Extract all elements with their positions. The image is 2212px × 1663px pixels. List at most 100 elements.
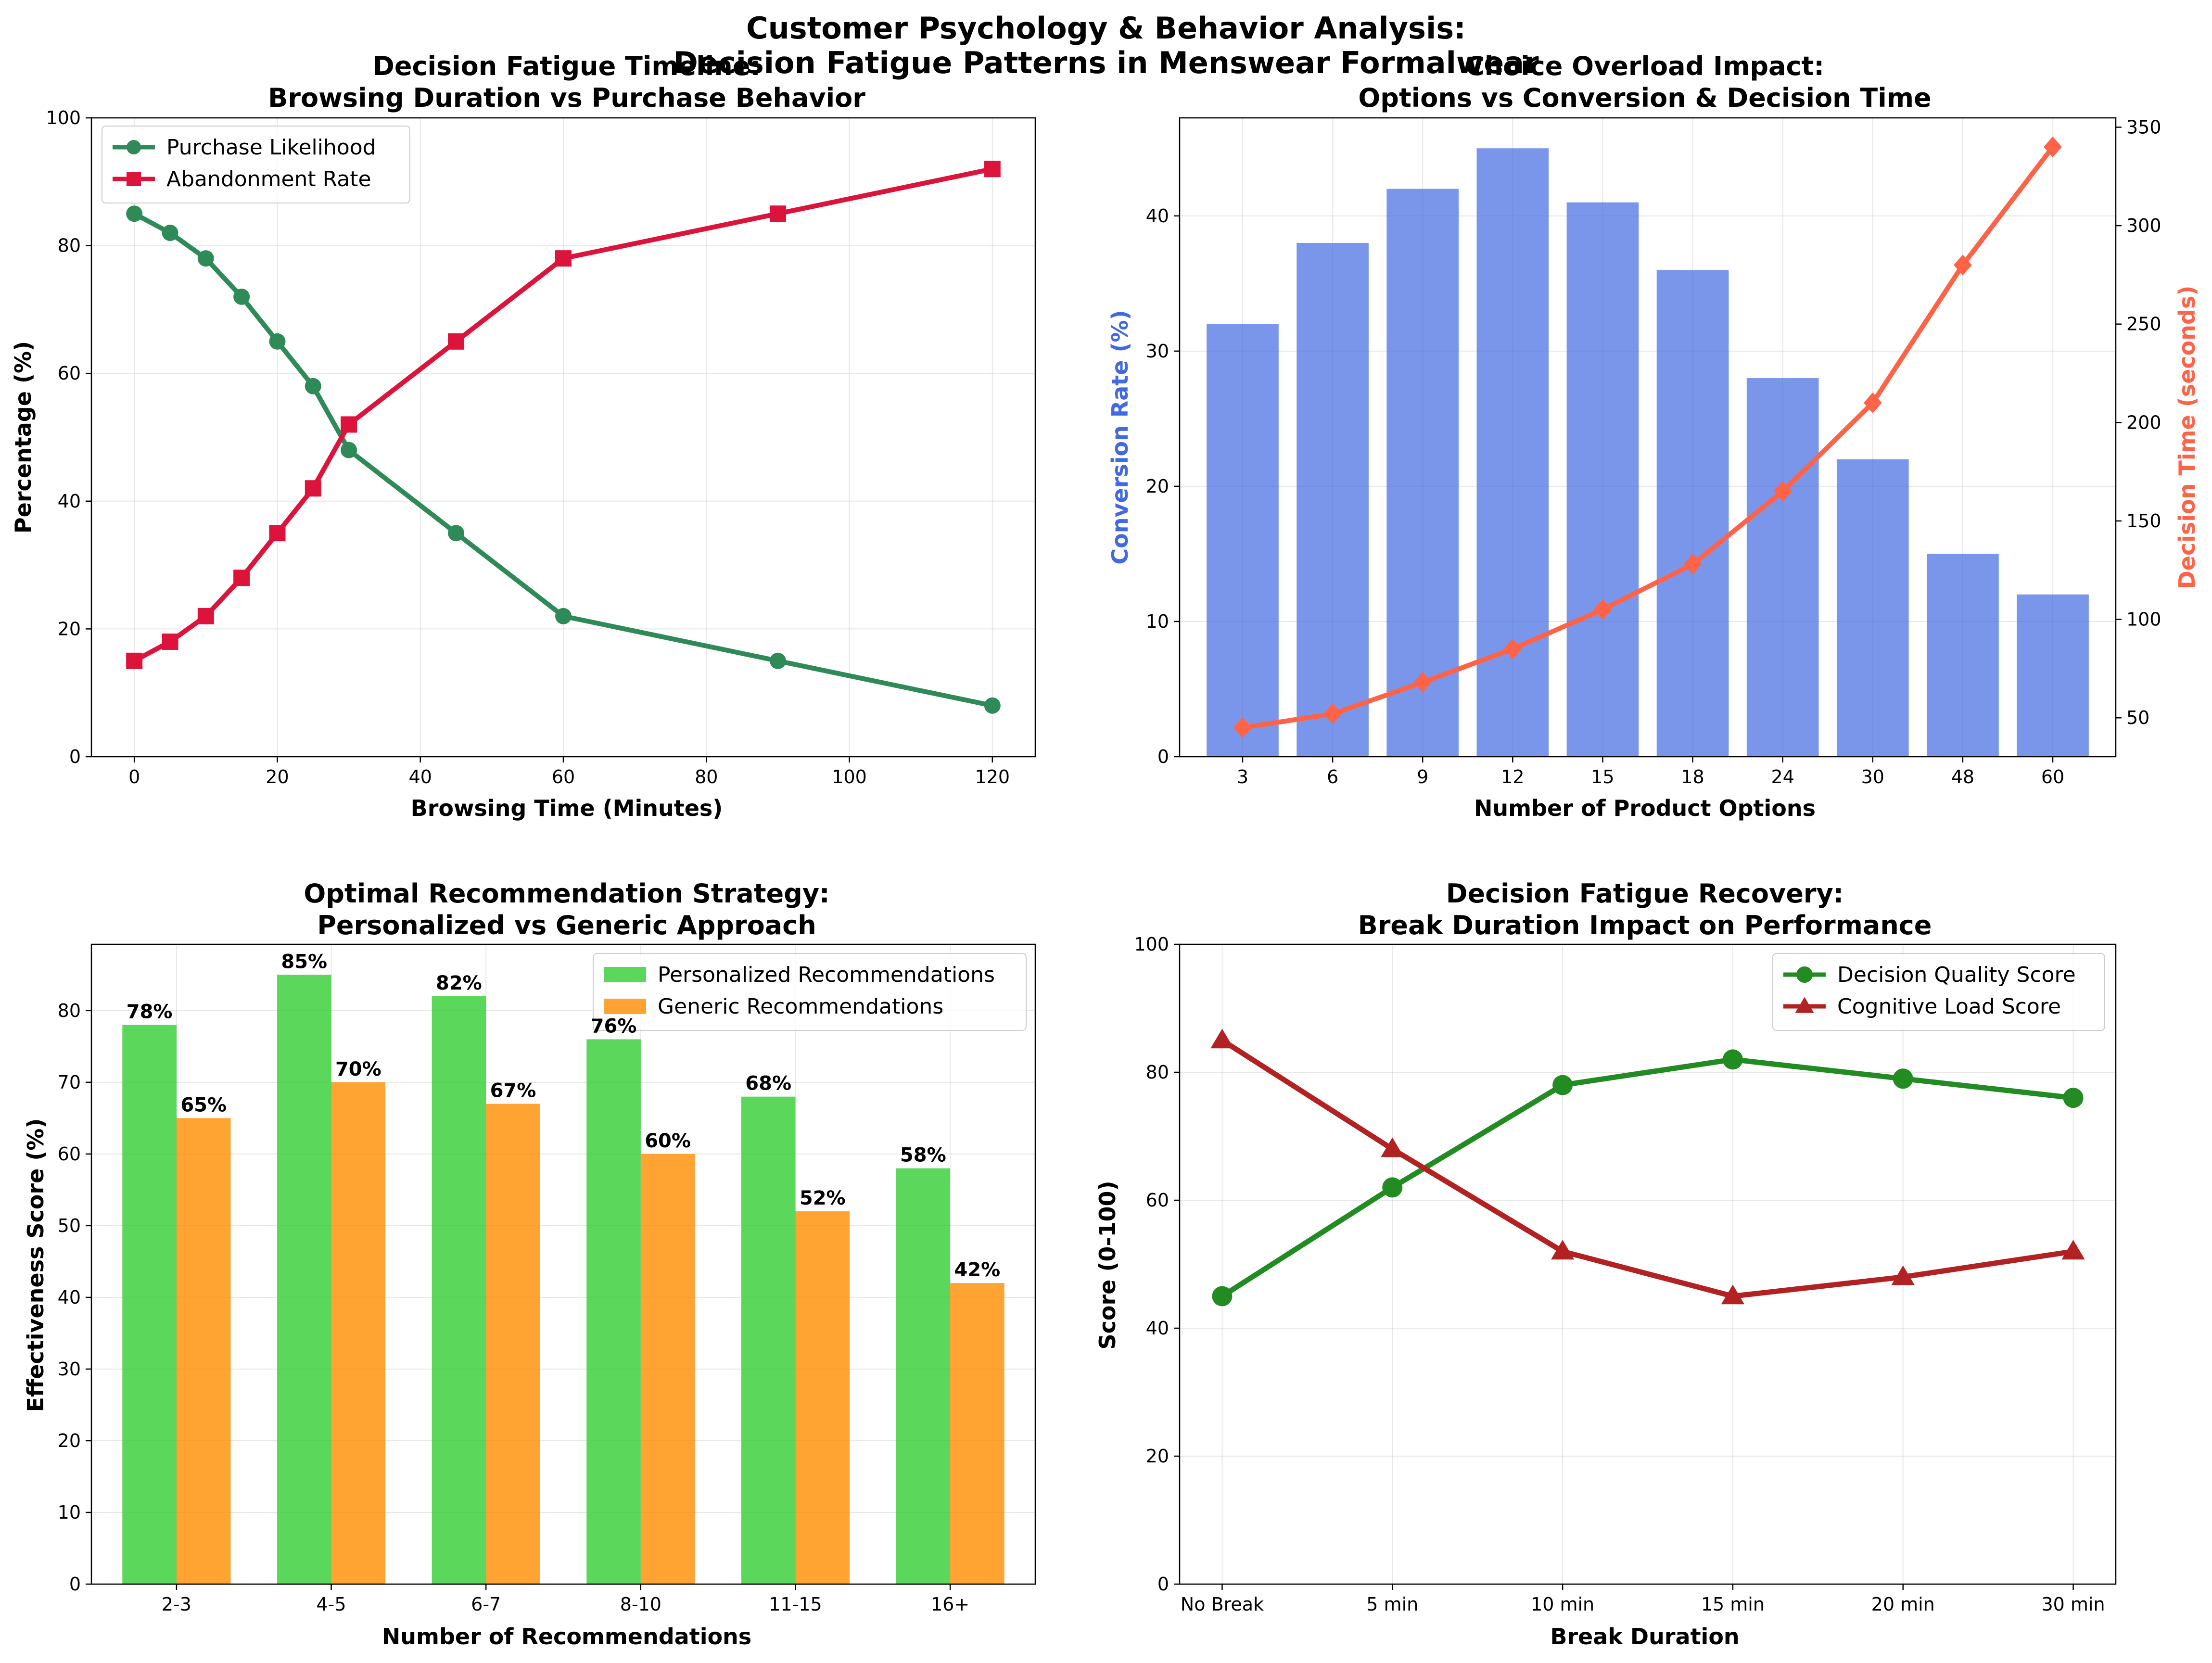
- personalized-bar: [432, 996, 486, 1584]
- data-point: [1683, 554, 1702, 575]
- data-point: [341, 442, 357, 458]
- x-tick-label: 5 min: [1366, 1594, 1418, 1615]
- y-tick-label: 20: [58, 618, 81, 639]
- conversion-bar: [1927, 554, 1999, 757]
- y-right-tick-label: 250: [2126, 314, 2161, 335]
- data-label: 85%: [281, 951, 327, 973]
- personalized-bar: [896, 1168, 951, 1584]
- legend-marker-1: [127, 172, 141, 186]
- data-label: 82%: [436, 972, 482, 994]
- legend-label-0: Personalized Recommendations: [658, 963, 995, 987]
- generic-bar: [795, 1211, 850, 1584]
- y-right-tick-label: 50: [2126, 707, 2149, 728]
- data-label: 52%: [800, 1187, 846, 1209]
- x-tick-label: 3: [1237, 766, 1248, 787]
- axes-frame: [90, 943, 1036, 1585]
- axes-frame: [90, 117, 1036, 758]
- plot-area: 3 6 9 12 15 18 24 30 48 60 0 10 20 30 40 50 100 150 200 250…: [1146, 116, 2161, 787]
- data-label: 58%: [900, 1144, 946, 1167]
- series-line-decision-quality-score: [1220, 1056, 2074, 1299]
- data-point: [1381, 1137, 1404, 1157]
- legend-marker-1: [1795, 997, 1814, 1013]
- data-label: 68%: [745, 1073, 791, 1095]
- x-tick-label: 6-7: [471, 1594, 501, 1615]
- data-point: [555, 250, 572, 267]
- y-tick-label: 30: [1146, 341, 1169, 362]
- y-tick-label: 40: [58, 491, 81, 512]
- data-point: [769, 205, 786, 222]
- y-tick-label: 30: [58, 1358, 81, 1380]
- personalized-bar: [277, 975, 331, 1584]
- chart-fatigue-recovery: Decision Fatigue Recovery: Break Duratio…: [1094, 878, 2117, 1650]
- data-point: [126, 652, 143, 669]
- x-tick-label: 48: [1951, 766, 1974, 787]
- data-point: [197, 250, 214, 267]
- x-tick-label: 30: [1861, 766, 1884, 787]
- y-tick-label: 0: [1157, 746, 1169, 767]
- x-tick-label: 20 min: [1871, 1594, 1935, 1615]
- chart-title-line1: Decision Fatigue Recovery:: [1446, 878, 1844, 909]
- x-tick-label: 15 min: [1701, 1594, 1765, 1615]
- x-tick-label: 2-3: [162, 1594, 191, 1615]
- y-axis-label: Percentage (%): [10, 341, 36, 533]
- legend-label-1: Generic Recommendations: [658, 994, 943, 1019]
- personalized-bar: [741, 1096, 796, 1584]
- data-point: [126, 205, 143, 222]
- data-point: [1893, 1068, 1913, 1089]
- data-point: [1210, 1028, 1234, 1049]
- data-point: [1551, 1240, 1575, 1260]
- generic-bar: [950, 1283, 1004, 1584]
- figure-suptitle-line1: Customer Psychology & Behavior Analysis:: [746, 11, 1466, 46]
- y-axis-label-right: Decision Time (seconds): [2174, 286, 2200, 589]
- data-point: [197, 608, 214, 624]
- data-point: [1323, 703, 1342, 724]
- chart-title-line2: Personalized vs Generic Approach: [317, 910, 816, 940]
- y-tick-label: 80: [1146, 1062, 1169, 1083]
- chart-fatigue-timeline: Decision Fatigue Timeline: Browsing Dura…: [10, 51, 1036, 821]
- data-label: 65%: [180, 1094, 227, 1116]
- conversion-bar: [1836, 459, 1909, 757]
- data-point: [1413, 672, 1432, 693]
- plot-area: 2-3 4-5 6-7 8-10 11-15 16+ 0 10 20 30 40 50 60 70 80 Pe…: [58, 943, 1036, 1615]
- y-right-tick-label: 150: [2126, 510, 2161, 532]
- data-point: [1593, 599, 1612, 620]
- x-tick-label: No Break: [1181, 1594, 1264, 1615]
- legend-label-1: Abandonment Rate: [166, 167, 371, 191]
- y-tick-label: 20: [1146, 1446, 1169, 1467]
- y-axis-label-left: Conversion Rate (%): [1107, 310, 1133, 564]
- data-point: [2061, 1240, 2085, 1260]
- chart-title-line1: Decision Fatigue Timeline:: [373, 51, 761, 81]
- x-tick-label: 60: [552, 766, 575, 787]
- data-point: [1233, 717, 1252, 738]
- y-tick-label: 100: [46, 107, 81, 128]
- chart-title-line2: Browsing Duration vs Purchase Behavior: [268, 83, 865, 113]
- data-point: [269, 525, 286, 542]
- x-tick-label: 24: [1771, 766, 1794, 787]
- y-tick-label: 0: [69, 746, 81, 767]
- figure-suptitle-line2: Decision Fatigue Patterns in Menswear Fo…: [673, 45, 1539, 80]
- conversion-bar: [1207, 324, 1279, 757]
- series-line-cognitive-load-score: [1220, 1038, 2074, 1299]
- data-point: [162, 225, 178, 241]
- x-tick-label: 18: [1681, 766, 1704, 787]
- data-label: 78%: [127, 1001, 173, 1023]
- y-tick-label: 70: [58, 1072, 81, 1093]
- chart-recommendation-strategy: Optimal Recommendation Strategy: Persona…: [23, 878, 1036, 1650]
- y-tick-label: 40: [58, 1287, 81, 1308]
- y-right-tick-label: 200: [2126, 412, 2161, 433]
- x-axis-label: Break Duration: [1550, 1624, 1739, 1650]
- y-tick-label: 20: [58, 1430, 81, 1451]
- series-line-decision-time: [1242, 145, 2055, 730]
- chart-choice-overload: Choice Overload Impact: Options vs Conve…: [1107, 51, 2200, 821]
- x-tick-label: 40: [409, 766, 432, 787]
- data-point: [448, 525, 465, 542]
- data-point: [269, 333, 286, 350]
- x-axis-label: Number of Recommendations: [382, 1624, 751, 1650]
- y-tick-label: 40: [1146, 1318, 1169, 1339]
- data-point: [2063, 1088, 2084, 1108]
- legend-frame: [102, 126, 410, 203]
- y-tick-label: 60: [58, 363, 81, 384]
- chart-title-line1: Optimal Recommendation Strategy:: [304, 878, 829, 909]
- y-tick-label: 20: [1146, 476, 1169, 497]
- x-tick-label: 0: [128, 766, 140, 787]
